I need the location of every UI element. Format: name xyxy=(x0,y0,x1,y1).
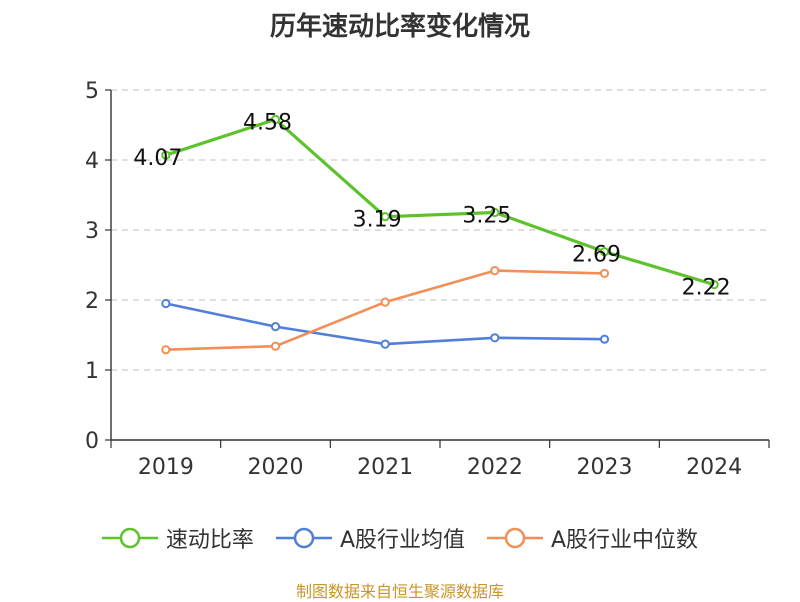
data-point-2-2021 xyxy=(380,297,390,307)
data-point-1-2022 xyxy=(490,333,500,343)
legend-label: A股行业中位数 xyxy=(551,528,699,553)
data-point-0-2021 xyxy=(380,212,390,222)
series-line-1 xyxy=(165,302,605,346)
legend-swatch-icon xyxy=(275,527,332,549)
legend-label: 速动比率 xyxy=(165,528,254,553)
x-tick-label-2021: 2021 xyxy=(357,455,413,480)
x-tick-label-2022: 2022 xyxy=(467,455,523,480)
data-point-2-2020 xyxy=(270,341,281,351)
y-tick-label: 1 xyxy=(85,359,99,384)
data-point-0-2019 xyxy=(161,150,171,160)
data-label-2021: 3.19 xyxy=(353,208,402,233)
data-point-1-2021 xyxy=(380,339,390,349)
data-label-2020: 4.58 xyxy=(243,110,292,135)
data-label-2023: 2.69 xyxy=(572,243,621,268)
legend-item-0[interactable]: 速动比率 xyxy=(101,522,254,554)
data-label-2019: 4.07 xyxy=(133,146,182,171)
series-line-0 xyxy=(165,117,715,287)
data-point-0-2024 xyxy=(709,280,719,290)
legend-swatch-icon xyxy=(487,527,543,549)
data-point-1-2019 xyxy=(161,298,171,309)
legend-label: A股行业均值 xyxy=(339,528,465,553)
y-tick-label: 0 xyxy=(85,429,99,454)
data-label-2024: 2.22 xyxy=(682,276,731,301)
data-point-1-2023 xyxy=(599,334,610,344)
data-point-1-2020 xyxy=(270,322,281,332)
y-tick-label: 2 xyxy=(85,289,99,314)
x-tick-label-2019: 2019 xyxy=(138,455,194,480)
legend-swatch-icon xyxy=(101,527,158,549)
legend-item-1[interactable]: A股行业均值 xyxy=(275,522,465,554)
data-point-0-2020 xyxy=(270,114,281,125)
chart-title: 历年速动比率变化情况 xyxy=(269,12,530,42)
data-point-0-2022 xyxy=(490,207,500,218)
x-tick-label-2020: 2020 xyxy=(248,455,304,480)
data-point-2-2019 xyxy=(161,345,171,355)
axes: 0 1 2 3 4 5 2019 2020 2021 2022 2023 2024 xyxy=(85,79,770,480)
series-lines xyxy=(161,114,719,355)
data-labels: 4.07 4.58 3.19 3.25 2.69 2.22 xyxy=(133,110,730,300)
x-tick-label-2023: 2023 xyxy=(577,455,633,480)
y-tick-label: 4 xyxy=(85,149,99,174)
x-tick-label-2024: 2024 xyxy=(686,455,742,480)
legend-item-2[interactable]: A股行业中位数 xyxy=(487,522,698,554)
grid-lines xyxy=(111,89,769,371)
data-point-0-2023 xyxy=(599,247,610,257)
data-label-2022: 3.25 xyxy=(462,204,511,229)
y-tick-label: 3 xyxy=(85,219,99,244)
source-note: 制图数据来自恒生聚源数据库 xyxy=(295,582,504,601)
data-point-2-2022 xyxy=(490,266,500,276)
legend: 速动比率 A股行业均值 A股行业中位数 xyxy=(0,518,800,558)
y-tick-label: 5 xyxy=(85,79,99,104)
data-point-2-2023 xyxy=(599,268,610,278)
